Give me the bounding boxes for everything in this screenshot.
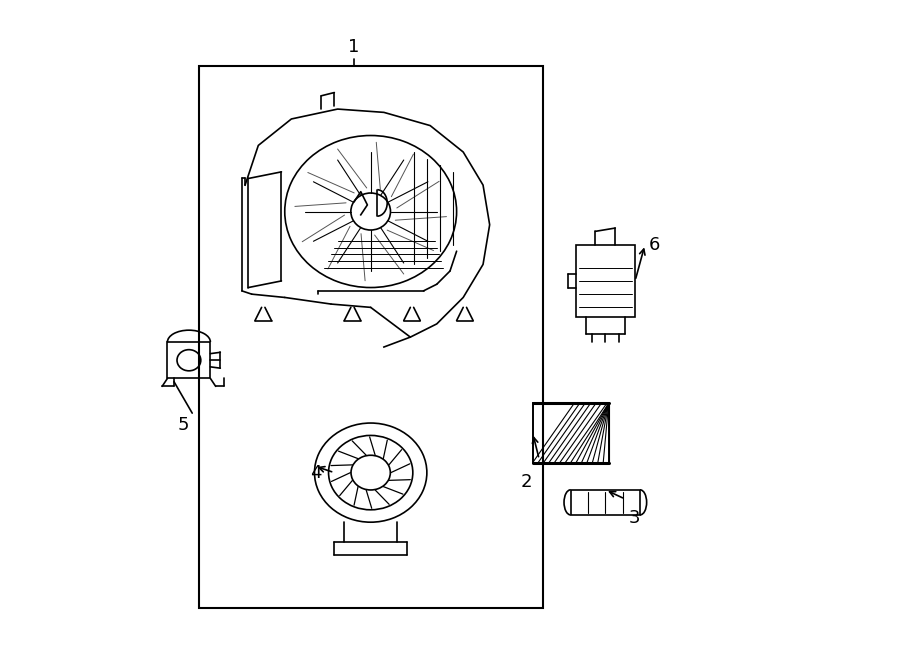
Bar xyxy=(533,403,608,463)
Text: 6: 6 xyxy=(648,235,660,254)
Text: 5: 5 xyxy=(177,416,189,434)
Text: 4: 4 xyxy=(310,463,321,482)
Text: 2: 2 xyxy=(521,473,533,490)
Text: 3: 3 xyxy=(628,509,640,527)
Text: 1: 1 xyxy=(348,38,360,56)
Bar xyxy=(576,245,635,317)
Bar xyxy=(199,66,543,608)
Bar xyxy=(571,490,640,515)
Bar xyxy=(533,403,608,463)
Bar xyxy=(167,342,211,378)
